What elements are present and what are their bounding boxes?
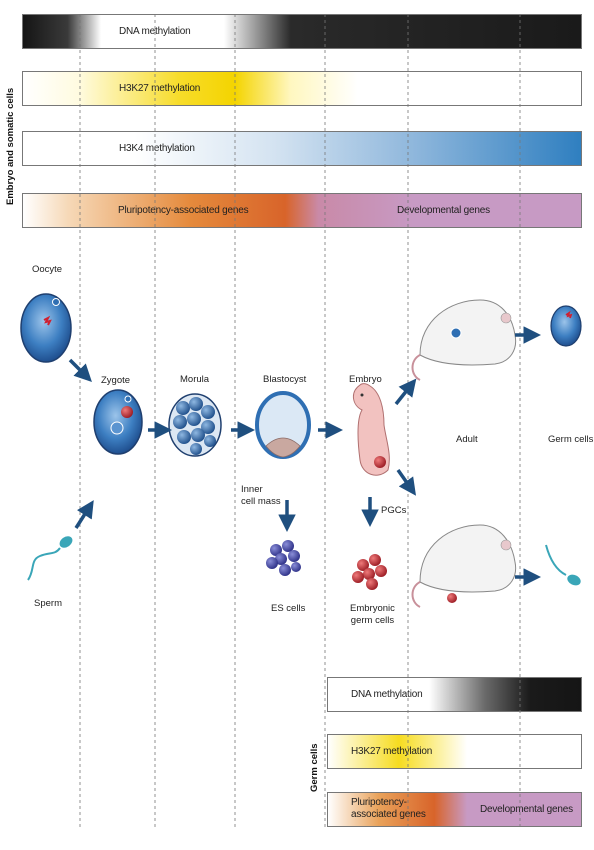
zygote-label: Zygote <box>101 375 131 386</box>
top-dna-methylation-label: DNA methylation <box>119 26 191 37</box>
embryo-figure <box>353 383 390 476</box>
bottom-gene-expression-bar <box>327 792 582 827</box>
adult-mouse-male <box>411 524 517 608</box>
zygote-cell <box>93 389 143 455</box>
bottom-dna-methylation-bar <box>327 677 582 712</box>
bottom-developmental-label: Developmental genes <box>480 804 573 815</box>
arrow-sperm-to-zygote <box>74 500 94 529</box>
sperm-label: Sperm <box>34 598 62 609</box>
germ-cells-side-label: Germ cells <box>309 743 320 792</box>
morula-label: Morula <box>180 374 210 385</box>
bottom-pluripotency-label: Pluripotency- associated genes <box>351 797 426 820</box>
top-developmental-label: Developmental genes <box>397 205 490 216</box>
bottom-h3k27-methylation-bar <box>327 734 582 769</box>
sperm-cell <box>27 536 73 581</box>
arrow-embryo-to-adult-bottom <box>396 468 417 496</box>
process-arrows <box>68 326 541 586</box>
oocyte-cell <box>20 293 72 363</box>
arrow-oocyte-to-zygote <box>68 358 92 382</box>
germ-cell-sperm <box>545 544 581 586</box>
blastocyst-label: Blastocyst <box>263 374 307 385</box>
embryonic-germ-cells-label: Embryonic germ cells <box>350 603 395 626</box>
top-h3k27-methylation-label: H3K27 methylation <box>119 83 201 94</box>
top-gene-expression-bar <box>22 193 582 228</box>
oocyte-label: Oocyte <box>32 264 63 275</box>
germ-cells-label: Germ cells <box>548 434 594 445</box>
adult-mouse-female <box>411 299 517 381</box>
embryo-label: Embryo <box>349 374 382 385</box>
embryo-somatic-side-label: Embryo and somatic cells <box>5 87 16 205</box>
blastocyst-cell <box>255 391 311 459</box>
arrow-embryo-to-adult-top <box>394 378 417 406</box>
germ-cell-egg <box>550 305 582 347</box>
top-dna-methylation-bar <box>22 14 582 49</box>
bottom-h3k27-methylation-label: H3K27 methylation <box>351 746 433 757</box>
es-cells-cluster <box>266 540 301 576</box>
morula-cell <box>168 393 222 457</box>
adult-label: Adult <box>456 434 478 445</box>
inner-cell-mass-label: Inner cell mass <box>241 484 281 507</box>
top-h3k4-methylation-label: H3K4 methylation <box>119 143 195 154</box>
bottom-dna-methylation-label: DNA methylation <box>351 689 423 700</box>
top-pluripotency-label: Pluripotency-associated genes <box>118 205 249 216</box>
pgcs-label: PGCs <box>381 505 407 516</box>
embryonic-germ-cells-cluster <box>352 554 387 590</box>
es-cells-label: ES cells <box>271 603 306 614</box>
top-h3k4-methylation-bar <box>22 131 582 166</box>
top-h3k27-methylation-bar <box>22 71 582 106</box>
